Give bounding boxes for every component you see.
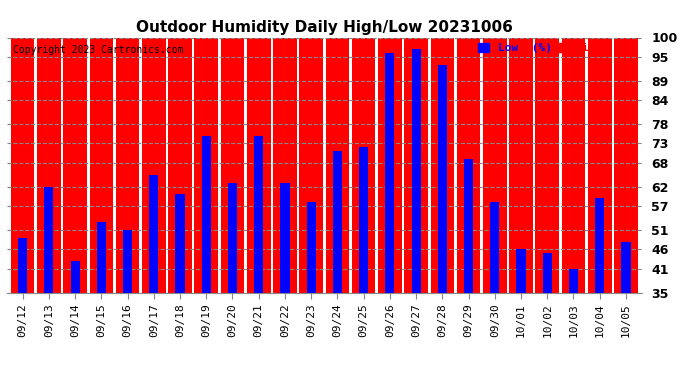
Bar [509,38,533,292]
Bar [299,38,323,292]
Bar [175,194,185,292]
Bar [168,38,192,292]
Bar [562,38,585,292]
Bar [622,242,631,292]
Bar [70,261,79,292]
Bar [201,136,211,292]
Bar [569,269,578,292]
Bar [142,38,166,292]
Bar [437,65,447,292]
Bar [116,38,139,292]
Bar [221,38,244,292]
Bar [378,38,402,292]
Bar [254,136,264,292]
Legend: Low  (%), High  (%): Low (%), High (%) [478,43,636,53]
Text: Copyright 2023 Cartronics.com: Copyright 2023 Cartronics.com [13,45,184,55]
Bar [464,159,473,292]
Bar [149,175,159,292]
Bar [333,151,342,292]
Bar [11,38,34,292]
Bar [457,38,480,292]
Bar [326,38,349,292]
Bar [404,38,428,292]
Bar [516,249,526,292]
Bar [123,230,132,292]
Bar [588,38,611,292]
Bar [431,38,454,292]
Bar [44,187,53,292]
Bar [352,38,375,292]
Bar [37,38,61,292]
Bar [90,38,113,292]
Bar [411,49,421,292]
Bar [535,38,559,292]
Bar [280,183,290,292]
Bar [490,202,500,292]
Bar [614,38,638,292]
Bar [595,198,604,292]
Bar [483,38,506,292]
Bar [63,38,87,292]
Bar [228,183,237,292]
Bar [247,38,270,292]
Bar [18,238,27,292]
Bar [385,53,395,292]
Bar [273,38,297,292]
Bar [542,253,552,292]
Title: Outdoor Humidity Daily High/Low 20231006: Outdoor Humidity Daily High/Low 20231006 [136,20,513,35]
Bar [306,202,316,292]
Bar [359,147,368,292]
Bar [195,38,218,292]
Bar [97,222,106,292]
